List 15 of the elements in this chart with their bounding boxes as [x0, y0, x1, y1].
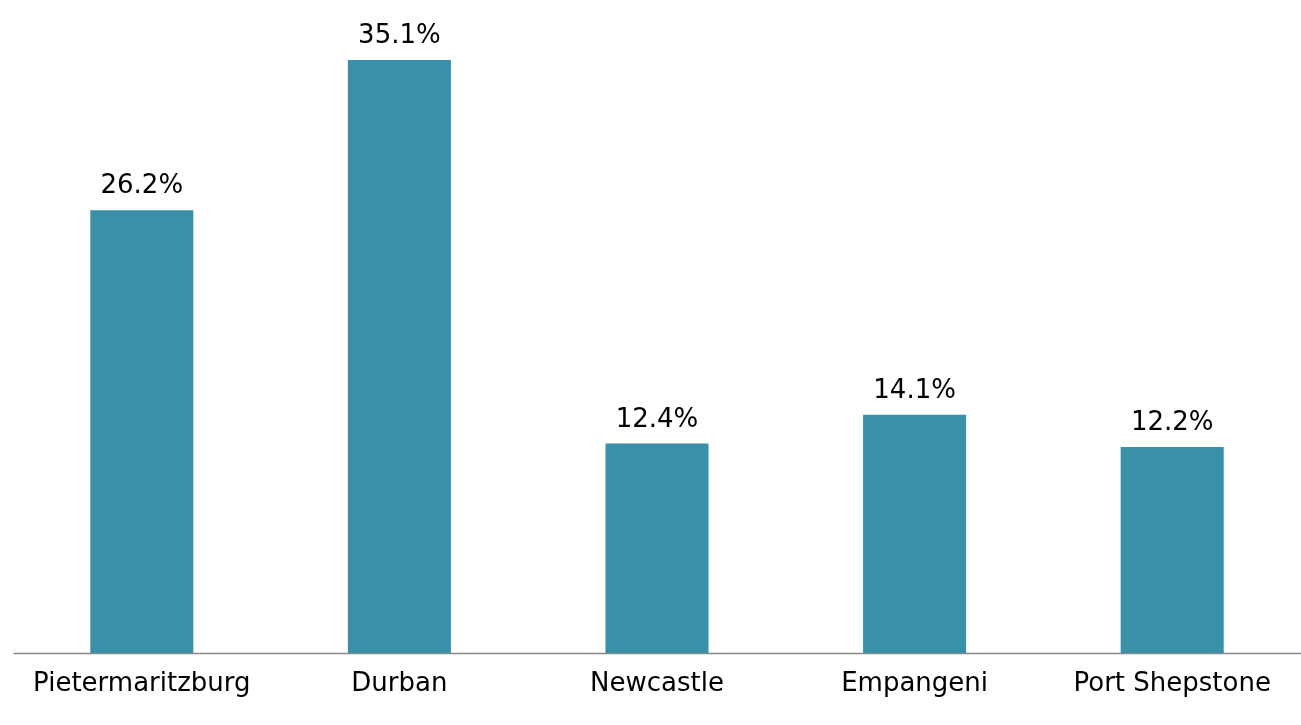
x-tick-label: Port Shepstone — [1073, 666, 1271, 697]
x-tick-label: Durban — [351, 666, 448, 697]
data-label: 35.1% — [358, 19, 441, 49]
x-tick-label: Empangeni — [841, 666, 989, 697]
bar — [347, 60, 451, 653]
bar — [1120, 446, 1224, 653]
bar — [605, 443, 709, 653]
bar — [863, 414, 967, 653]
data-label: 14.1% — [873, 373, 956, 404]
x-tick-label: Pietermaritzburg — [33, 666, 251, 697]
data-label: 12.4% — [615, 402, 699, 433]
data-label: 26.2% — [100, 169, 184, 200]
data-label: 12.2% — [1130, 405, 1214, 436]
bar — [90, 210, 194, 653]
x-tick-label: Newcastle — [590, 666, 724, 697]
